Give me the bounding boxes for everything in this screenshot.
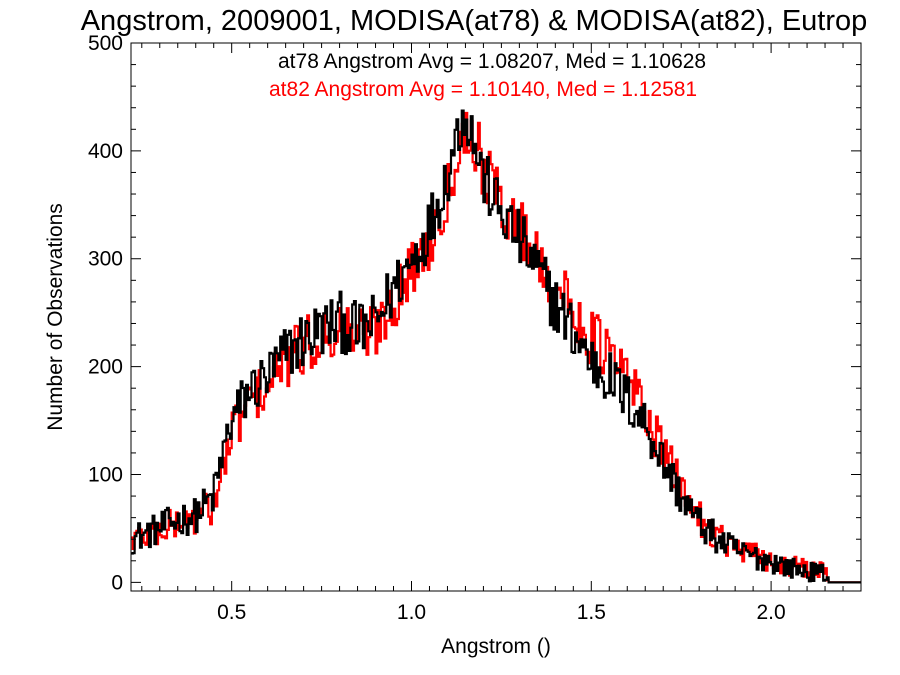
x-tick-label: 1.0 [397,601,426,624]
y-tick-label: 400 [88,140,123,163]
x-tick-label: 0.5 [217,601,246,624]
x-axis: 0.5 1.0 1.5 2.0 [141,43,862,624]
plot-frame [130,42,862,592]
series-at82-line [131,111,861,584]
plot-series-group [131,109,861,584]
y-tick-label: 200 [88,356,123,379]
x-axis-label: Angstrom () [441,635,551,658]
legend-at82: at82 Angstrom Avg = 1.10140, Med = 1.125… [269,78,697,101]
legend-at78: at78 Angstrom Avg = 1.08207, Med = 1.106… [278,50,706,73]
y-tick-label: 100 [88,463,123,486]
series-at78-line [131,109,861,584]
x-tick-label: 1.5 [577,601,606,624]
y-tick-label: 300 [88,248,123,271]
x-tick-label: 2.0 [756,601,785,624]
y-axis: 0 100 200 300 400 500 [88,32,861,594]
chart-title: Angstrom, 2009001, MODISA(at78) & MODISA… [81,5,868,37]
y-tick-label: 0 [111,571,123,594]
y-tick-label: 500 [88,32,123,55]
y-axis-label: Number of Observations [44,203,67,431]
